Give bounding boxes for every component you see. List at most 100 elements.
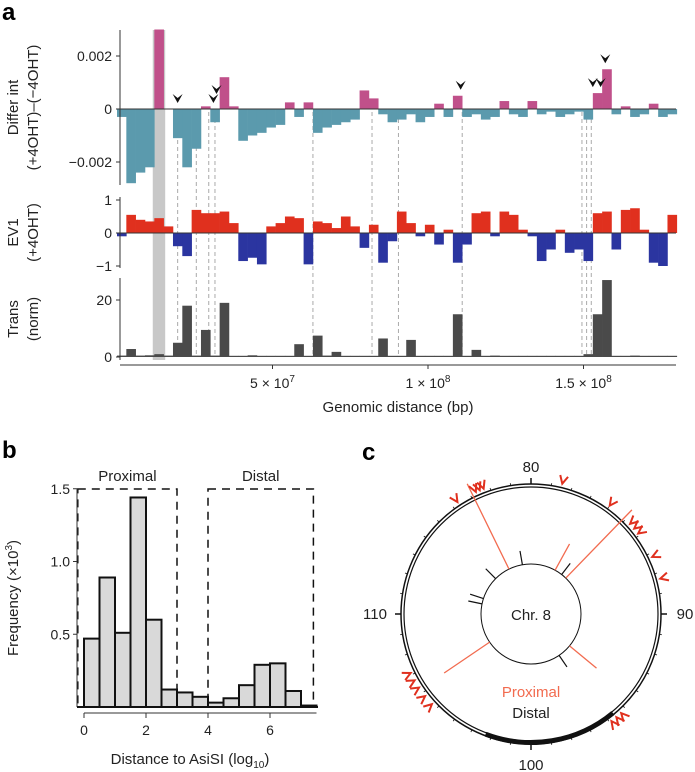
track-2-bar: [499, 355, 510, 357]
track-0-bar: [462, 109, 472, 117]
track-1-bar: [144, 221, 155, 233]
distal-link: [519, 550, 523, 565]
x-tick-exponent: 8: [445, 374, 451, 385]
track-0-bar: [322, 109, 332, 128]
track-0-bar: [443, 109, 454, 117]
track-1-bar: [284, 216, 295, 233]
track-2-bar: [471, 349, 482, 357]
track-2-bar: [378, 338, 388, 357]
track-1-bar: [312, 221, 323, 233]
x-tick-base: 1.5 × 10: [555, 375, 606, 391]
proximal-link: [554, 543, 571, 571]
histogram-bar: [238, 684, 256, 708]
track-2-bar: [639, 355, 650, 357]
y-tick-label: 1.5: [51, 481, 71, 497]
ring-tick: [489, 737, 492, 741]
highlight-region: [152, 30, 166, 360]
ring-tick: [646, 672, 650, 675]
x-tick-base: 5 × 10: [250, 375, 290, 391]
track-0-bar: [117, 109, 127, 117]
x-tick-label: 0: [80, 722, 88, 738]
track-0-bar: [182, 109, 192, 168]
track-2-bar: [219, 302, 230, 357]
track-1-bar: [434, 233, 444, 245]
track-1-bar: [546, 233, 556, 250]
track-2-bar: [340, 355, 351, 357]
histogram-bar: [253, 663, 271, 708]
track-0-bar: [312, 109, 323, 133]
track-0-bar: [471, 109, 482, 115]
ring-tick-label: 80: [523, 459, 540, 476]
ring-tick: [622, 520, 625, 523]
histogram-bar: [145, 618, 163, 709]
track-1-bar: [135, 219, 146, 233]
track-2-bar: [583, 354, 594, 357]
histogram-bar: [191, 695, 209, 709]
y-tick-label: 0: [104, 349, 112, 365]
track-0-bar: [154, 29, 164, 109]
ring-tick: [452, 718, 455, 722]
track-2-bar: [490, 355, 500, 357]
panel-label-a: a: [2, 0, 16, 26]
track-1-bar: [527, 233, 538, 237]
track-2-bar: [508, 355, 519, 357]
track-1-bar: [602, 211, 612, 233]
ring-tick: [437, 520, 440, 523]
arrowhead-icon: [559, 474, 569, 486]
x-axis-label: Distance to AsiSI (log10): [111, 751, 270, 771]
ring-tick: [654, 653, 658, 656]
arrowhead-icon: [423, 702, 434, 713]
track-2-bar: [228, 355, 239, 357]
ring-tick: [607, 718, 610, 722]
x-label-part: Distance to AsiSI (log: [111, 751, 254, 768]
track-2-bar: [630, 355, 640, 357]
track-1-bar: [424, 224, 435, 233]
proximal-link: [443, 641, 491, 674]
track-1-bar: [256, 233, 267, 265]
track-1-bar: [396, 211, 407, 233]
arrowhead-icon: [619, 711, 630, 722]
track-1-bar: [452, 233, 463, 263]
track-0-bar: [228, 106, 239, 109]
track-0-bar: [536, 109, 547, 115]
track-1-bar: [564, 233, 575, 253]
track-0-bar: [238, 109, 248, 141]
arrowhead-icon: [208, 94, 219, 103]
region-box-distal: [207, 488, 315, 708]
track-1-bar: [667, 214, 678, 233]
track-2-bar: [434, 355, 444, 357]
track-2-bar: [536, 355, 547, 357]
x-label-part: ): [264, 751, 269, 768]
distal-link: [485, 568, 497, 580]
track-1-bar: [340, 216, 351, 233]
histogram-bar: [114, 631, 132, 708]
track-1-bar: [658, 233, 668, 266]
y-label-part: 3: [4, 545, 15, 551]
arrowhead-icon: [595, 78, 606, 88]
track-0-bar: [658, 109, 668, 117]
arrowhead-icon: [610, 719, 620, 731]
track-0-bar: [219, 77, 230, 109]
ring-tick: [404, 653, 408, 656]
track-2-bar: [592, 314, 603, 357]
track-1-bar: [228, 223, 239, 233]
track-0-bar: [378, 109, 388, 115]
track-1-bar: [639, 229, 650, 233]
track-2-bar: [350, 355, 360, 357]
track-0-bar: [387, 109, 398, 123]
track-2-bar: [555, 355, 566, 357]
track-0-bar: [200, 106, 211, 109]
track-2-bar: [284, 355, 295, 357]
track-0-ylabel-2: (+4OHT)–(−4OHT): [25, 45, 42, 171]
track-2-bar: [294, 344, 304, 357]
ring-tick: [412, 672, 416, 675]
legend-distal: Distal: [512, 705, 550, 722]
ring-tick: [412, 553, 416, 556]
track-0-bar: [592, 93, 603, 109]
arrowhead-icon: [614, 715, 626, 727]
track-2-bar: [312, 335, 323, 357]
histogram-bar: [129, 496, 147, 709]
track-2-ylabel: Trans: [5, 300, 22, 338]
histogram-bar: [98, 576, 116, 708]
